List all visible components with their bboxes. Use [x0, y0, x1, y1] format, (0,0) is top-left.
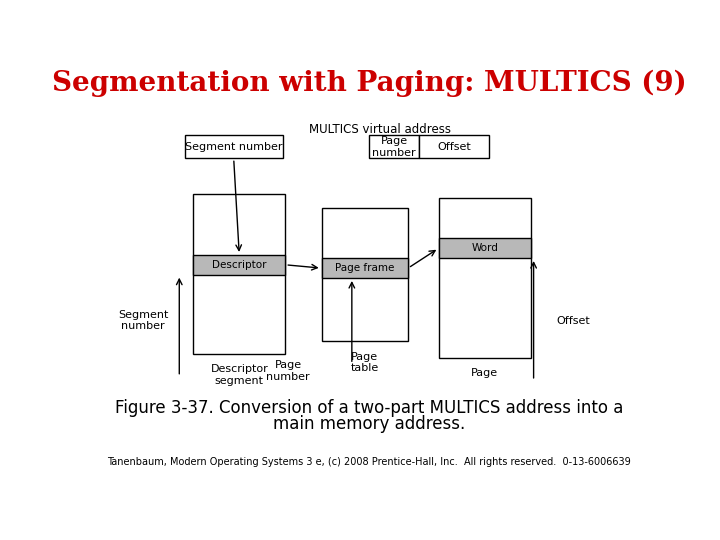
- Text: Figure 3-37. Conversion of a two-part MULTICS address into a: Figure 3-37. Conversion of a two-part MU…: [114, 399, 624, 417]
- Text: Segment number: Segment number: [185, 142, 282, 152]
- Bar: [438, 238, 531, 258]
- Bar: [193, 194, 285, 354]
- Text: main memory address.: main memory address.: [273, 415, 465, 434]
- Text: Page
number: Page number: [266, 360, 310, 382]
- Text: Offset: Offset: [556, 315, 590, 326]
- Text: Tanenbaum, Modern Operating Systems 3 e, (c) 2008 Prentice-Hall, Inc.  All right: Tanenbaum, Modern Operating Systems 3 e,…: [107, 457, 631, 467]
- Bar: [369, 136, 419, 158]
- Text: MULTICS virtual address: MULTICS virtual address: [309, 123, 451, 136]
- Text: Page
number: Page number: [372, 136, 416, 158]
- Text: Page: Page: [471, 368, 498, 379]
- Bar: [438, 198, 531, 358]
- Bar: [185, 136, 282, 158]
- Text: Descriptor: Descriptor: [212, 260, 266, 270]
- Bar: [322, 208, 408, 341]
- Text: Offset: Offset: [437, 142, 471, 152]
- Text: Word: Word: [472, 243, 498, 253]
- Bar: [419, 136, 489, 158]
- Text: Page
table: Page table: [351, 352, 379, 373]
- Text: Segment
number: Segment number: [118, 310, 168, 332]
- Bar: [322, 258, 408, 278]
- Bar: [193, 255, 285, 275]
- Text: Descriptor
segment: Descriptor segment: [210, 364, 268, 386]
- Text: Segmentation with Paging: MULTICS (9): Segmentation with Paging: MULTICS (9): [52, 70, 686, 97]
- Text: Page frame: Page frame: [335, 263, 395, 273]
